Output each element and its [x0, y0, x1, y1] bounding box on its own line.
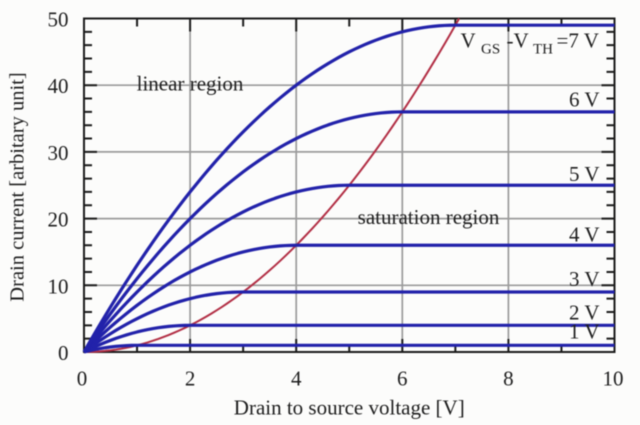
svg-text:6 V: 6 V [569, 88, 600, 112]
svg-text:VGS-VTH=7 V: V GS -V TH =7 V [461, 29, 599, 58]
svg-text:linear region: linear region [137, 72, 244, 96]
svg-text:10: 10 [603, 367, 624, 391]
svg-text:2 V: 2 V [569, 301, 600, 325]
svg-text:saturation region: saturation region [358, 205, 500, 229]
svg-text:Drain current [arbitary unit]: Drain current [arbitary unit] [7, 72, 29, 301]
svg-text:30: 30 [48, 141, 69, 165]
svg-text:50: 50 [48, 8, 69, 32]
svg-text:Drain to source voltage [V]: Drain to source voltage [V] [234, 396, 465, 420]
svg-text:40: 40 [48, 74, 69, 98]
svg-text:1 V: 1 V [569, 320, 600, 344]
svg-text:4 V: 4 V [569, 223, 600, 247]
svg-text:20: 20 [48, 208, 69, 232]
svg-text:0: 0 [77, 367, 88, 391]
svg-text:2: 2 [185, 367, 196, 391]
svg-text:3 V: 3 V [569, 267, 600, 291]
svg-text:10: 10 [48, 274, 69, 298]
svg-text:6: 6 [397, 367, 408, 391]
svg-text:4: 4 [291, 367, 302, 391]
svg-text:5 V: 5 V [569, 162, 600, 186]
svg-text:8: 8 [503, 367, 514, 391]
svg-text:0: 0 [58, 341, 69, 365]
